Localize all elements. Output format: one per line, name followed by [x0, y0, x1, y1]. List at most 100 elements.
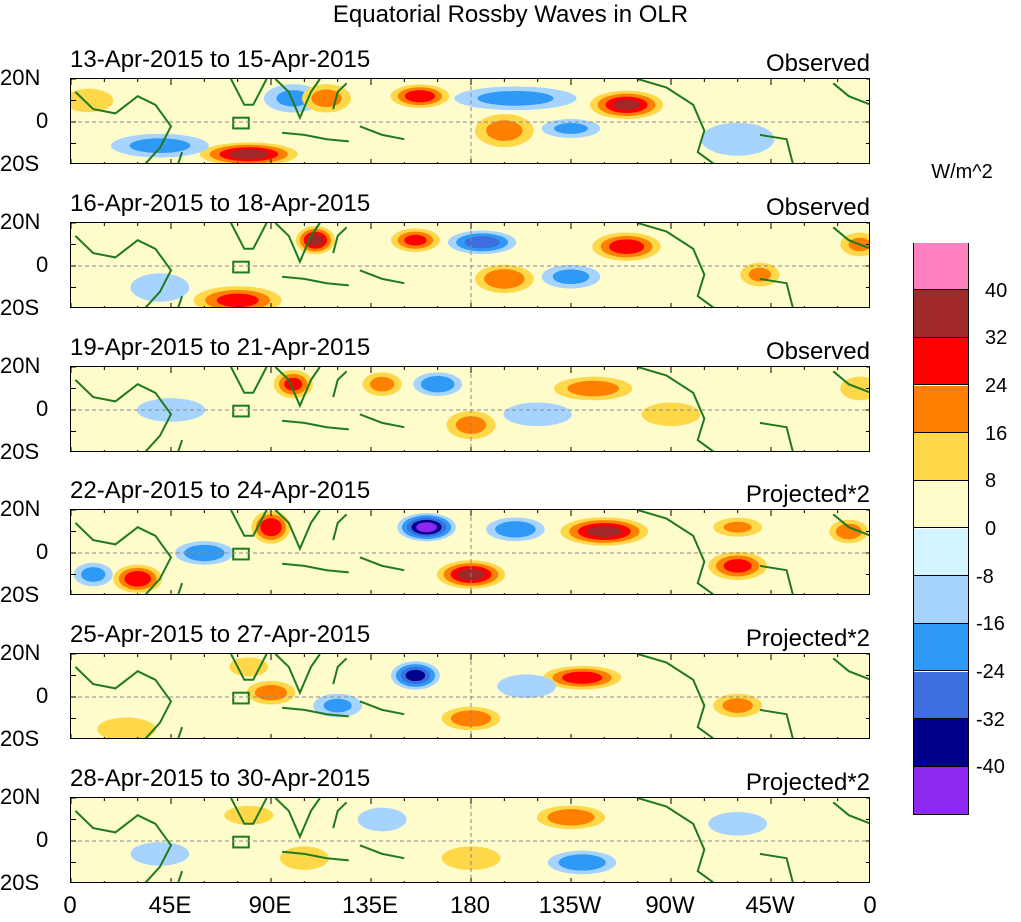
y-tick-label: 0: [36, 827, 49, 852]
coastline: [74, 91, 173, 163]
colorbar-swatch: [914, 528, 968, 577]
contour-level: [547, 809, 595, 826]
coastline: [359, 413, 405, 429]
colorbar-swatch: [914, 385, 968, 434]
colorbar: [913, 242, 969, 815]
coastline: [282, 706, 349, 718]
coastline: [359, 556, 405, 572]
panel-date-range: 16-Apr-2015 to 18-Apr-2015: [70, 190, 371, 217]
y-tick-label: 0: [36, 539, 49, 564]
coastline: [637, 367, 715, 451]
anomaly-blob: [97, 717, 156, 738]
x-tick-label: 45E: [148, 892, 192, 919]
colorbar-label: -40: [976, 756, 1005, 779]
anomaly-blob: [357, 807, 407, 832]
anomaly-blob: [475, 264, 534, 294]
contour-level: [441, 846, 501, 871]
anomaly-blob: [397, 513, 456, 542]
contour-level: [503, 402, 572, 427]
colorbar-label: -16: [976, 613, 1005, 636]
coastline: [332, 370, 348, 398]
coastline: [332, 226, 348, 254]
colorbar-swatch: [914, 290, 968, 338]
olr-anomaly-map: [70, 797, 870, 883]
chart-title: Equatorial Rossby Waves in OLR: [332, 1, 689, 28]
anomaly-blob: [829, 519, 869, 544]
contour-level: [613, 99, 640, 110]
coastline: [274, 223, 321, 265]
colorbar-label: -32: [976, 708, 1005, 731]
contour-level: [404, 90, 435, 103]
anomaly-blob: [130, 842, 190, 866]
colorbar-swatch: [914, 766, 968, 815]
contour-level: [71, 88, 114, 113]
anomaly-blob: [113, 564, 163, 593]
olr-anomaly-map: [70, 509, 870, 595]
panel-kind-label: Observed: [765, 194, 870, 221]
coastline: [74, 235, 173, 307]
contour-level: [723, 521, 752, 533]
contour-level: [484, 269, 525, 289]
panel-date-range: 22-Apr-2015 to 24-Apr-2015: [70, 477, 371, 504]
contour-level: [497, 674, 556, 699]
anomaly-blob: [543, 665, 622, 690]
coastline: [637, 223, 715, 307]
panel-date-range: 25-Apr-2015 to 27-Apr-2015: [70, 621, 371, 648]
contour-level: [561, 671, 603, 684]
contour-level: [416, 522, 437, 533]
anomaly-blob: [541, 264, 601, 289]
panel-date-range: 28-Apr-2015 to 30-Apr-2015: [70, 765, 371, 792]
x-tick-label: 45W: [745, 892, 795, 919]
coastline: [74, 379, 173, 451]
anomaly-blob: [475, 114, 534, 148]
colorbar-swatch: [914, 719, 968, 767]
x-tick-label: 180: [449, 892, 491, 919]
contour-level: [124, 571, 152, 587]
anomaly-blob: [554, 376, 633, 401]
coastline: [759, 708, 794, 738]
y-tick-label: 20N: [0, 784, 41, 809]
coastline: [832, 657, 869, 681]
coastline: [177, 439, 184, 451]
contour-level: [486, 120, 523, 141]
y-tick-label: 20S: [0, 582, 40, 607]
colorbar-swatch: [914, 576, 968, 624]
coastline: [832, 513, 869, 537]
coastline: [359, 844, 405, 860]
anomaly-blob: [486, 517, 545, 542]
coastline: [832, 370, 869, 394]
y-tick-label: 20N: [0, 353, 41, 378]
anomaly-blob: [589, 90, 664, 119]
colorbar-label: -24: [976, 661, 1005, 683]
anomaly-blob: [641, 402, 701, 427]
panel-date-range: 19-Apr-2015 to 21-Apr-2015: [70, 334, 371, 361]
contour-level: [701, 122, 775, 156]
colorbar-label: 40: [985, 279, 1008, 302]
coastline: [637, 79, 715, 163]
colorbar-label: 24: [985, 375, 1008, 397]
coastline: [832, 82, 869, 106]
contour-level: [323, 698, 352, 713]
coastline: [177, 582, 184, 594]
contour-level: [307, 234, 324, 246]
colorbar-label: 0: [985, 518, 997, 540]
coastline: [74, 810, 173, 882]
coastline: [177, 151, 184, 163]
contour-level: [641, 402, 701, 427]
anomaly-blob: [454, 86, 577, 111]
anomaly-blob: [497, 674, 556, 699]
contour-level: [130, 842, 190, 866]
y-tick-label: 20N: [0, 496, 41, 521]
coastline: [274, 654, 321, 696]
coastline: [230, 367, 268, 394]
colorbar-swatch: [914, 242, 968, 291]
map-svg: [71, 79, 869, 163]
olr-anomaly-map: [70, 653, 870, 739]
coastline: [332, 657, 348, 685]
coastline: [274, 79, 321, 121]
anomaly-blob: [273, 370, 313, 399]
panel-date-range: 13-Apr-2015 to 15-Apr-2015: [70, 46, 371, 73]
panel-kind-label: Observed: [765, 338, 870, 365]
x-tick-label: 135W: [538, 892, 602, 919]
contour-level: [224, 805, 274, 825]
